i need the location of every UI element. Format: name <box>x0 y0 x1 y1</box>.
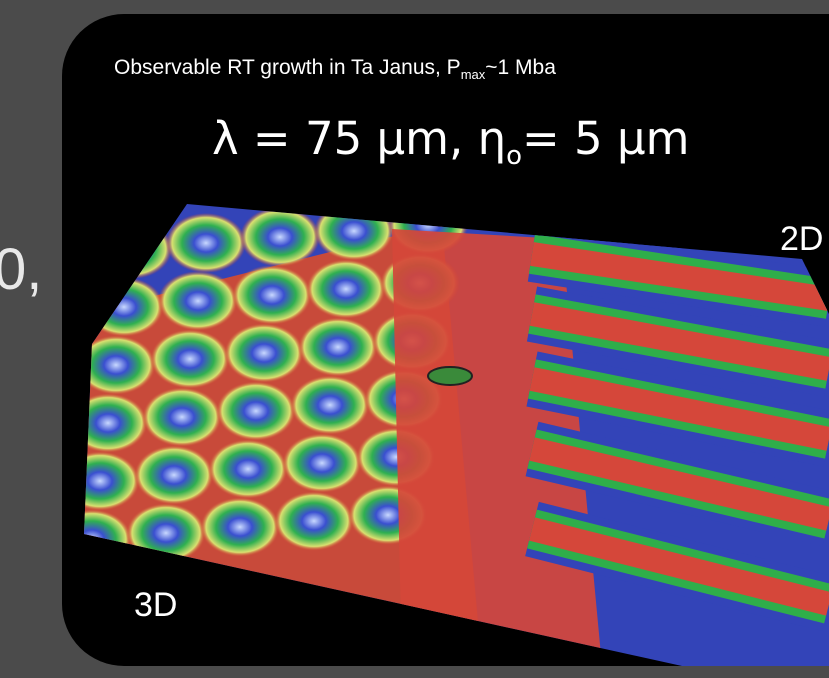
surface-shape <box>92 219 172 279</box>
surface-shape <box>282 433 362 493</box>
title-tail: ~1 Mba <box>485 56 556 79</box>
surface-shape <box>216 381 296 441</box>
surface-shape <box>208 439 288 499</box>
slide: 0, Observable RT growth in Ta Janus, Pma… <box>0 0 829 678</box>
surface-shape <box>158 271 238 331</box>
subtitle: λ = 75 μm, ηo= 5 μm <box>212 112 689 171</box>
title-sub: max <box>461 67 486 82</box>
surface-shape <box>314 201 394 261</box>
surface-shape <box>150 329 230 389</box>
surface-shape <box>142 387 222 447</box>
surface-shape <box>76 335 156 395</box>
surface-shape <box>84 277 164 337</box>
surface-shape <box>126 503 206 563</box>
label-2d: 2D <box>780 220 823 259</box>
subtitle-tail: = 5 μm <box>522 112 689 165</box>
surface-shape <box>306 259 386 319</box>
surface-shape <box>62 451 140 511</box>
title: Observable RT growth in Ta Janus, Pmax~1… <box>114 56 556 82</box>
surface-shape <box>290 375 370 435</box>
title-text: Observable RT growth in Ta Janus, P <box>114 56 461 79</box>
surface-shape <box>224 323 304 383</box>
label-3d: 3D <box>134 586 177 625</box>
surface-shape <box>428 367 472 385</box>
image-panel: Observable RT growth in Ta Janus, Pmax~1… <box>62 14 829 666</box>
surface-shape <box>166 213 246 273</box>
surface-shape <box>134 445 214 505</box>
surface-shape <box>68 393 148 453</box>
surface-shape <box>200 497 280 557</box>
surface-shape <box>274 491 354 551</box>
surface-shape <box>232 265 312 325</box>
side-text: 0, <box>0 236 42 303</box>
surface-shape <box>298 317 378 377</box>
subtitle-text: λ = 75 μm, η <box>212 112 506 165</box>
subtitle-sub: o <box>506 141 522 171</box>
surface-shape <box>240 207 320 267</box>
